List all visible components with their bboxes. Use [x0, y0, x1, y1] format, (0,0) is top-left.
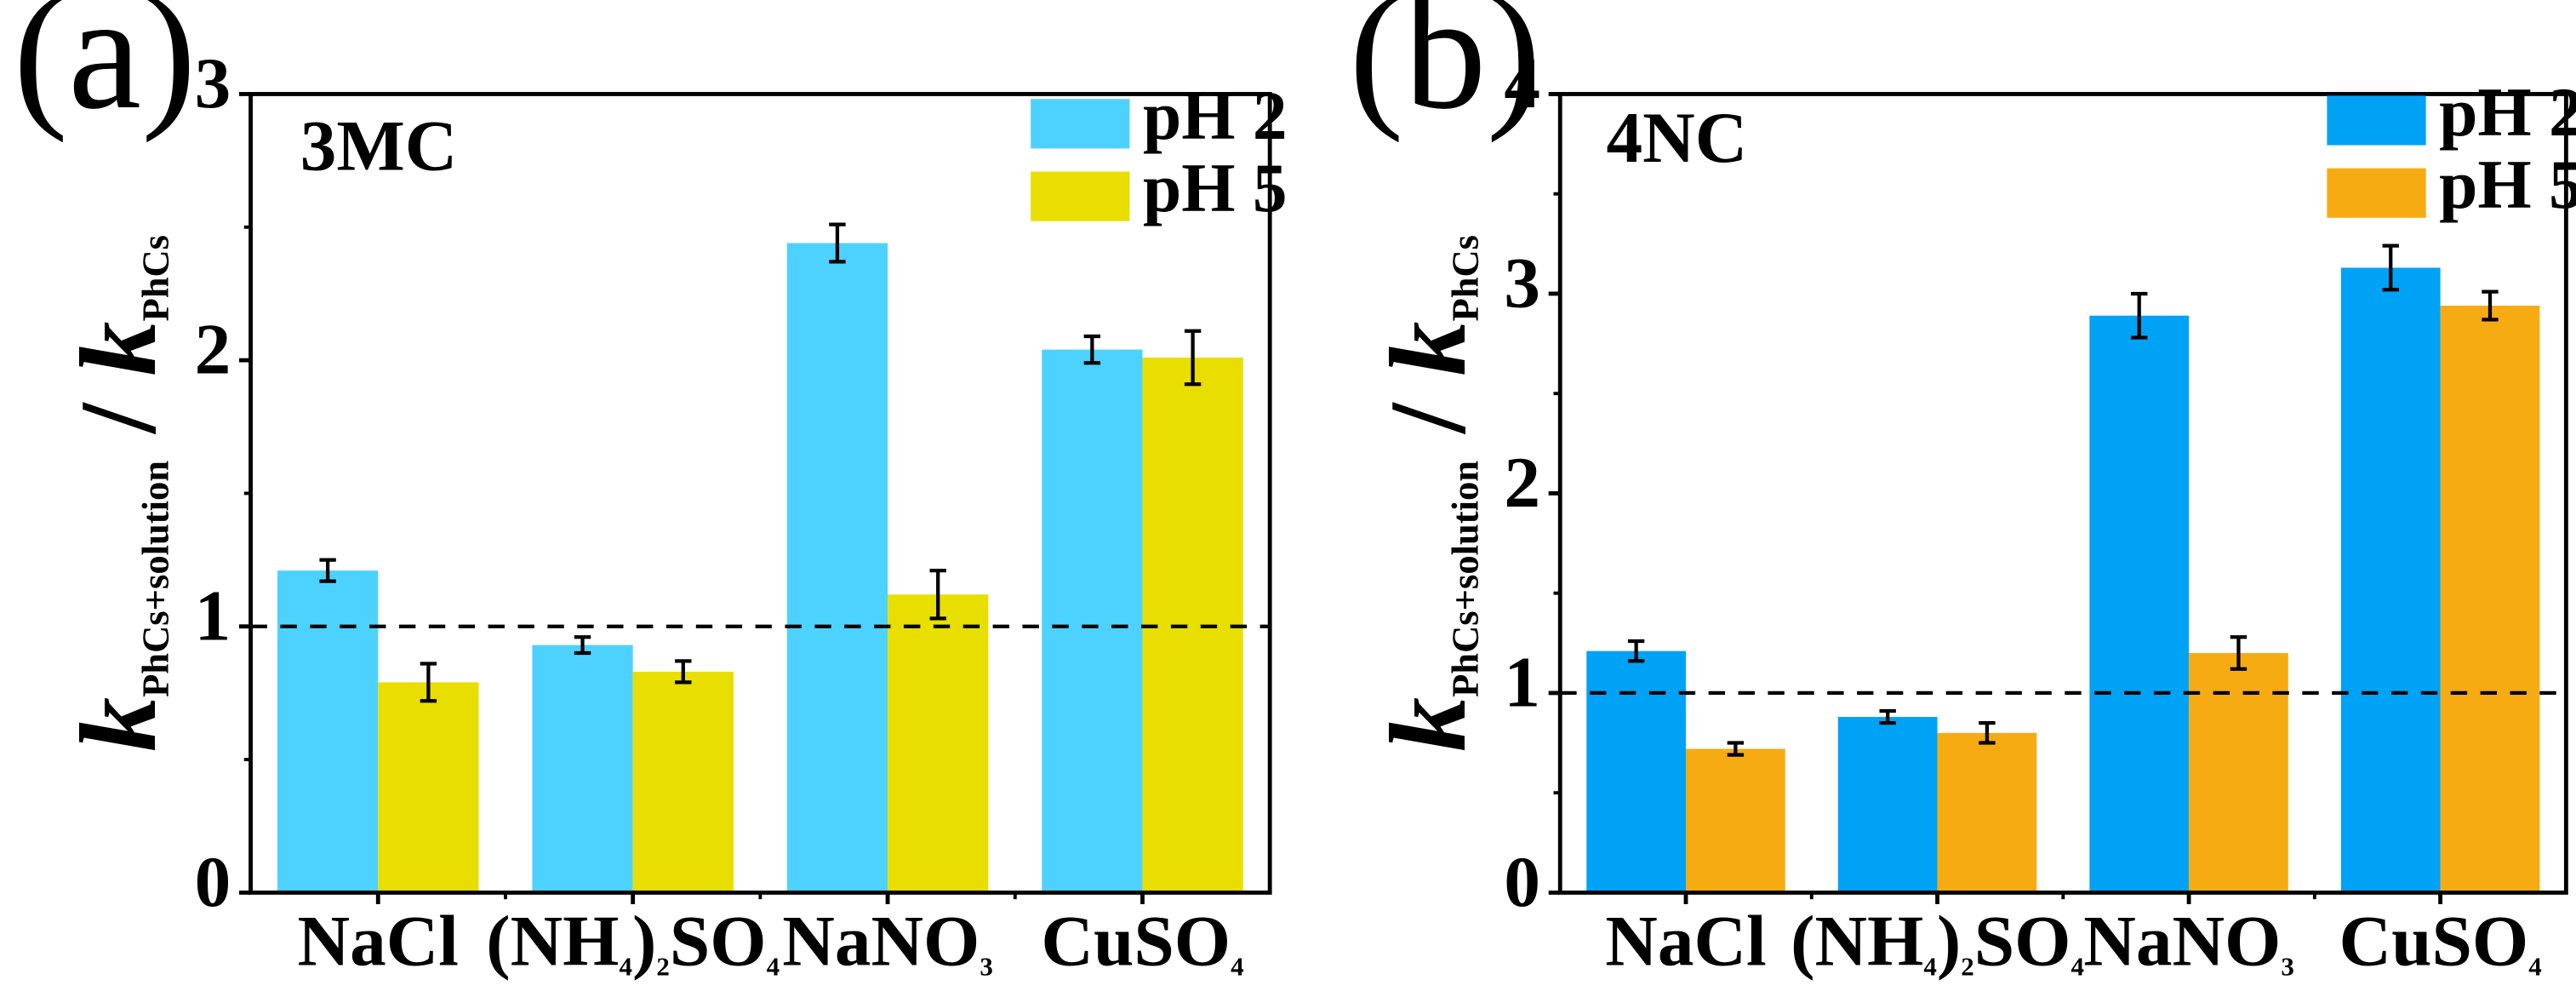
bar-ph2-2	[2089, 315, 2190, 893]
y-axis-label-separator: /	[1368, 375, 1488, 460]
y-axis-label-k: k	[58, 697, 179, 752]
x-tick-label-part: (NH	[1791, 902, 1923, 982]
x-tick-label-part: NaNO	[782, 902, 980, 982]
y-tick-label: 1	[195, 576, 231, 656]
bar-ph2-0	[1586, 650, 1687, 893]
legend-label: pH 5	[2439, 146, 2576, 223]
x-tick-label: CuSO4	[2339, 902, 2542, 982]
y-tick-label: 4	[1504, 43, 1540, 123]
x-tick-label: CuSO4	[1041, 902, 1243, 982]
y-axis-label: kPhCs+solution / kPhCs	[1368, 235, 1488, 752]
sample-label: 4NC	[1607, 98, 1748, 178]
y-tick-label: 3	[195, 43, 231, 123]
x-tick-label-subscript: 4	[2071, 951, 2083, 981]
y-tick-label: 0	[1504, 842, 1540, 922]
y-axis-label-k: k	[1368, 322, 1488, 376]
y-axis-label-subscript: PhCs+solution	[134, 461, 177, 697]
x-tick-label-part: )	[632, 902, 656, 982]
x-tick-label-subscript: 2	[656, 951, 670, 981]
x-tick-label-part: )	[1937, 902, 1961, 982]
x-tick-label-subscript: 4	[1923, 951, 1937, 981]
bar-ph5-2	[2189, 653, 2288, 893]
legend-label: pH 2	[1143, 77, 1288, 154]
x-tick-label-subscript: 3	[980, 951, 993, 981]
bar-ph2-1	[532, 645, 633, 893]
bar-ph5-1	[632, 671, 734, 893]
legend-swatch-1	[1031, 171, 1130, 221]
x-tick-label: NaCl	[298, 902, 459, 982]
bar-ph2-3	[1042, 349, 1143, 893]
x-tick-label-part: SO	[670, 902, 767, 982]
bar-ph2-2	[786, 243, 888, 893]
bar-ph2-3	[2340, 267, 2441, 893]
x-tick-label-subscript: 4	[619, 951, 632, 981]
y-tick-label: 0	[195, 842, 231, 922]
x-tick-label-part: CuSO	[1041, 902, 1231, 982]
bar-ph5-1	[1937, 732, 2037, 893]
bar-ph2-1	[1837, 717, 1938, 893]
bar-ph2-0	[277, 570, 379, 893]
y-tick-label: 2	[1504, 443, 1540, 523]
y-tick-label: 3	[1504, 243, 1540, 323]
y-axis-label-k: k	[58, 322, 179, 376]
x-tick-label: NaNO3	[2083, 902, 2294, 982]
y-axis-label: kPhCs+solution / kPhCs	[58, 235, 179, 752]
x-tick-label-part: (NH	[486, 902, 619, 982]
y-axis-label-subscript: PhCs	[1443, 235, 1486, 322]
legend-swatch-0	[1031, 99, 1130, 149]
x-tick-label-subscript: 4	[1231, 951, 1244, 981]
legend-swatch-0	[2327, 95, 2426, 146]
y-axis-label-subscript: PhCs	[134, 235, 177, 322]
y-tick-label: 2	[195, 310, 231, 390]
legend-label: pH 2	[2439, 73, 2576, 151]
x-tick-label-part: NaCl	[1605, 902, 1766, 982]
bar-ph5-3	[2440, 306, 2540, 893]
x-tick-label-part: NaCl	[298, 902, 459, 982]
bar-ph5-2	[888, 594, 989, 893]
bar-ph5-0	[378, 682, 479, 893]
y-axis-label-k: k	[1368, 697, 1488, 752]
sample-label: 3MC	[300, 106, 458, 186]
x-tick-label-subscript: 2	[1961, 951, 1974, 981]
x-tick-label: (NH4)2SO4	[486, 902, 780, 982]
x-tick-label-part: CuSO	[2339, 902, 2529, 982]
legend-label: pH 5	[1143, 149, 1288, 226]
panel-label: (a)	[14, 0, 197, 143]
x-tick-label: (NH4)2SO4	[1791, 902, 2084, 982]
x-tick-label-subscript: 4	[767, 951, 780, 981]
y-tick-label: 1	[1504, 642, 1540, 722]
x-tick-label-subscript: 4	[2528, 951, 2542, 981]
bar-ph5-3	[1142, 357, 1243, 893]
bar-ph5-0	[1686, 748, 1785, 893]
x-tick-label: NaCl	[1605, 902, 1766, 982]
x-tick-label-subscript: 3	[2281, 951, 2294, 981]
x-tick-label-part: SO	[1974, 902, 2071, 982]
panel-label: (b)	[1349, 0, 1541, 143]
y-axis-label-subscript: PhCs+solution	[1443, 461, 1486, 697]
x-tick-label: NaNO3	[782, 902, 993, 982]
legend-swatch-1	[2327, 168, 2426, 218]
y-axis-label-separator: /	[58, 375, 179, 460]
x-tick-label-part: NaNO	[2083, 902, 2281, 982]
